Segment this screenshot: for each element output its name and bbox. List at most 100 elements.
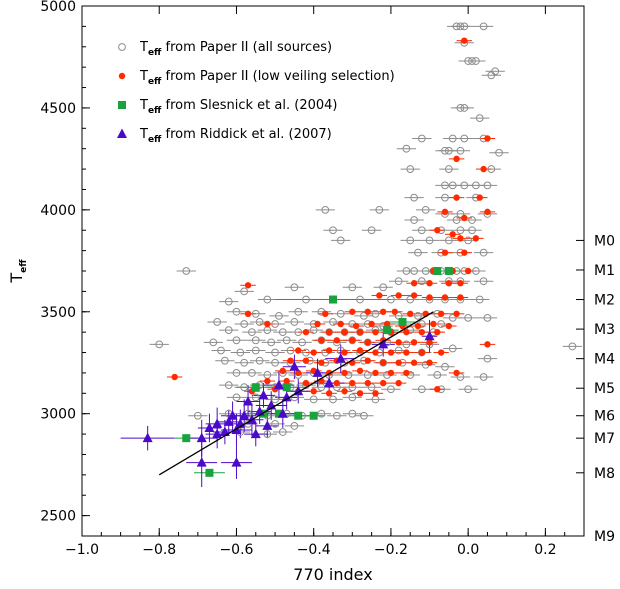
point-1-50 <box>326 329 332 335</box>
point-2-4 <box>383 326 391 334</box>
point-1-98 <box>264 378 270 384</box>
x-tick-label-6: 0.2 <box>534 542 556 558</box>
point-1-30 <box>322 311 328 317</box>
point-1-109 <box>326 390 332 396</box>
point-1-23 <box>376 292 382 298</box>
point-1-63 <box>395 339 401 345</box>
point-1-104 <box>365 380 371 386</box>
point-1-28 <box>457 294 463 300</box>
point-2-2 <box>329 296 337 304</box>
spectral-label-M2: M2 <box>594 293 615 309</box>
point-2-0 <box>433 267 441 275</box>
point-1-20 <box>446 280 452 286</box>
point-1-33 <box>380 309 386 315</box>
point-1-102 <box>334 380 340 386</box>
x-tick-label-3: −0.4 <box>297 542 331 558</box>
point-1-93 <box>372 370 378 376</box>
spectral-label-M0: M0 <box>594 233 615 249</box>
point-1-37 <box>438 311 444 317</box>
y-tick-label-3: 4000 <box>40 203 76 219</box>
point-1-97 <box>171 374 177 380</box>
point-1-17 <box>465 268 471 274</box>
legend-marker-1 <box>119 73 125 79</box>
spectral-label-M9: M9 <box>594 529 615 545</box>
point-1-87 <box>280 368 286 374</box>
point-1-85 <box>411 360 417 366</box>
point-1-6 <box>442 209 448 215</box>
x-tick-label-4: −0.2 <box>374 542 408 558</box>
point-1-57 <box>434 329 440 335</box>
spectral-label-M7: M7 <box>594 431 615 447</box>
point-1-42 <box>353 323 359 329</box>
point-1-105 <box>380 380 386 386</box>
point-1-68 <box>310 349 316 355</box>
point-2-1 <box>445 267 453 275</box>
point-1-59 <box>334 337 340 343</box>
point-1-95 <box>403 370 409 376</box>
point-1-9 <box>434 227 440 233</box>
point-1-24 <box>395 292 401 298</box>
point-2-11 <box>182 434 190 442</box>
point-1-111 <box>357 390 363 396</box>
point-1-39 <box>264 321 270 327</box>
point-1-38 <box>453 311 459 317</box>
point-1-2 <box>453 156 459 162</box>
point-1-26 <box>426 294 432 300</box>
point-1-52 <box>357 329 363 335</box>
point-1-67 <box>295 347 301 353</box>
point-1-110 <box>341 388 347 394</box>
point-1-0 <box>461 37 467 43</box>
point-1-86 <box>426 360 432 366</box>
point-1-51 <box>341 329 347 335</box>
point-1-92 <box>357 368 363 374</box>
point-1-13 <box>442 249 448 255</box>
point-1-73 <box>388 349 394 355</box>
point-2-9 <box>294 412 302 420</box>
point-1-106 <box>395 380 401 386</box>
point-1-43 <box>368 321 374 327</box>
point-1-53 <box>372 329 378 335</box>
point-1-35 <box>407 311 413 317</box>
point-1-64 <box>411 339 417 345</box>
y-tick-label-2: 3500 <box>40 305 76 321</box>
point-2-6 <box>283 383 291 391</box>
point-1-56 <box>419 329 425 335</box>
point-1-69 <box>326 347 332 353</box>
point-1-61 <box>365 339 371 345</box>
point-1-74 <box>403 349 409 355</box>
x-axis-label: 770 index <box>293 565 372 584</box>
point-2-5 <box>252 383 260 391</box>
spectral-label-M1: M1 <box>594 263 615 279</box>
point-1-41 <box>338 321 344 327</box>
spectral-label-M5: M5 <box>594 381 615 397</box>
x-tick-label-0: −1.0 <box>65 542 99 558</box>
point-1-31 <box>349 309 355 315</box>
point-1-83 <box>380 360 386 366</box>
point-1-40 <box>314 321 320 327</box>
point-1-5 <box>477 194 483 200</box>
y-tick-label-0: 2500 <box>40 509 76 525</box>
point-1-91 <box>341 370 347 376</box>
x-tick-label-2: −0.6 <box>219 542 253 558</box>
point-1-8 <box>484 209 490 215</box>
point-1-25 <box>411 292 417 298</box>
y-axis-label-sub: eff <box>19 259 29 273</box>
point-1-113 <box>434 386 440 392</box>
point-1-60 <box>349 337 355 343</box>
point-1-46 <box>415 323 421 329</box>
point-2-10 <box>310 412 318 420</box>
point-1-3 <box>480 166 486 172</box>
point-1-70 <box>341 349 347 355</box>
y-tick-label-5: 5000 <box>40 0 76 15</box>
point-1-108 <box>310 388 316 394</box>
point-1-32 <box>365 309 371 315</box>
point-1-11 <box>457 235 463 241</box>
point-1-66 <box>484 341 490 347</box>
point-1-100 <box>303 380 309 386</box>
point-1-78 <box>303 357 309 363</box>
point-1-27 <box>442 294 448 300</box>
point-1-18 <box>411 280 417 286</box>
point-1-103 <box>349 380 355 386</box>
point-1-48 <box>446 323 452 329</box>
